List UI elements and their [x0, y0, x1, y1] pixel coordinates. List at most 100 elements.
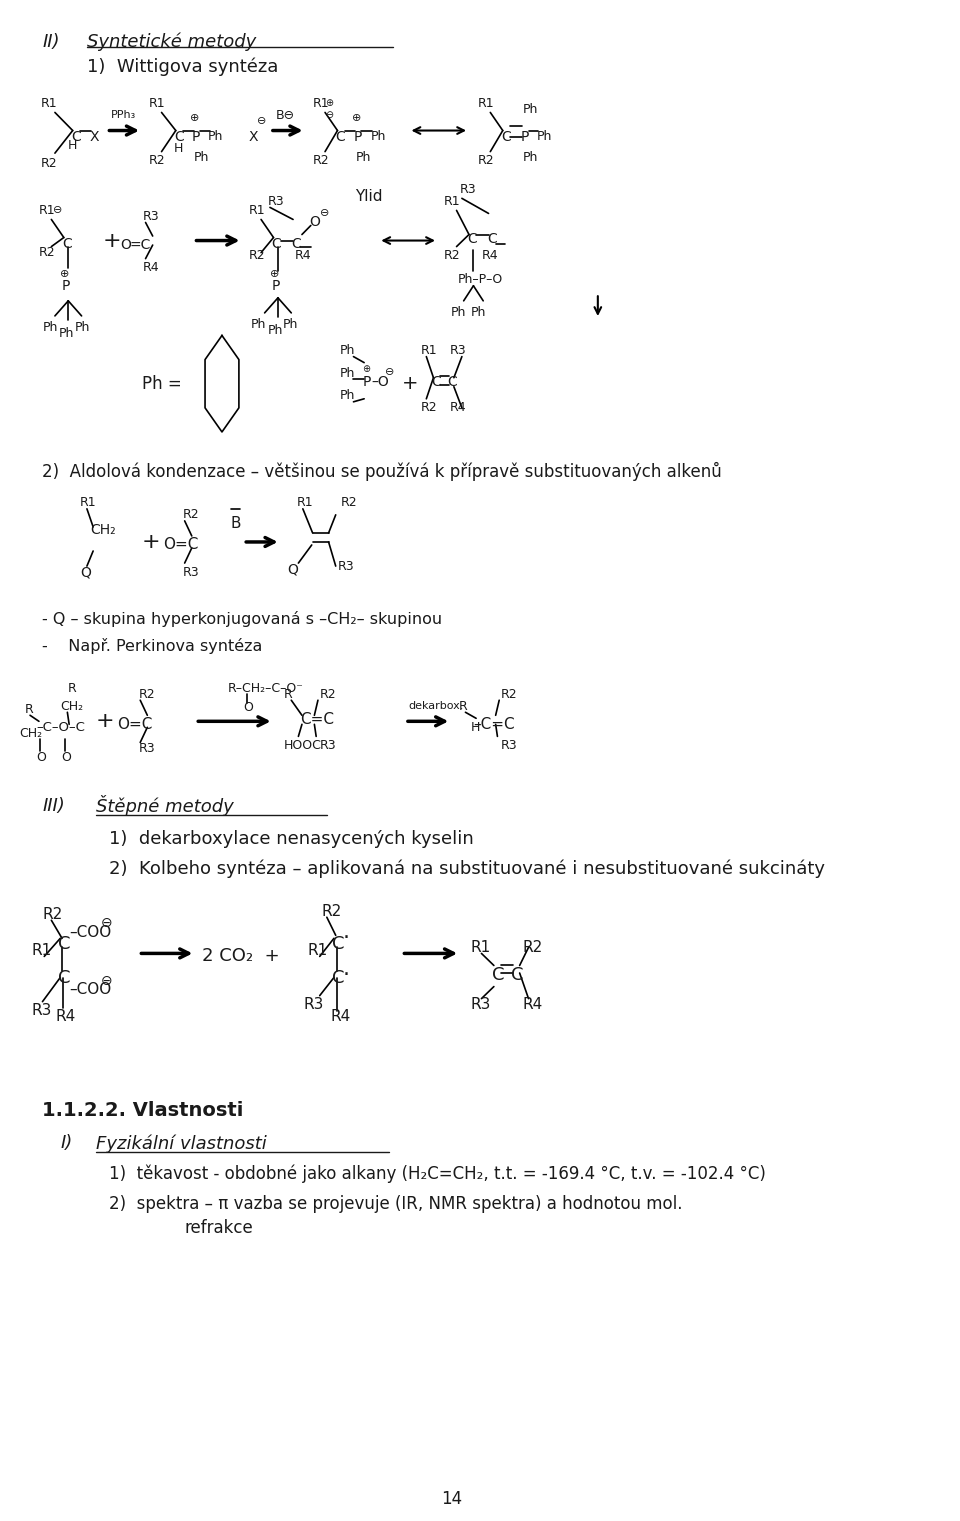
Text: R2: R2	[138, 687, 156, 701]
Text: refrakce: refrakce	[184, 1218, 253, 1237]
Text: ⊖: ⊖	[386, 367, 395, 377]
Text: - Q – skupina hyperkonjugovaná s –CH₂– skupinou: - Q – skupina hyperkonjugovaná s –CH₂– s…	[42, 611, 443, 627]
Text: R1: R1	[39, 204, 56, 218]
Text: R2: R2	[149, 154, 166, 167]
Text: O: O	[36, 751, 46, 764]
Text: +: +	[96, 712, 114, 732]
Text: CH₂: CH₂	[90, 523, 116, 537]
Text: Štěpné metody: Štěpné metody	[96, 795, 233, 817]
Text: R2: R2	[444, 249, 461, 262]
Text: R3: R3	[470, 998, 492, 1011]
Text: ⊖: ⊖	[325, 111, 333, 120]
Text: +: +	[103, 231, 122, 251]
Text: P: P	[362, 376, 371, 389]
Text: Ph: Ph	[522, 151, 538, 164]
Text: R3: R3	[32, 1004, 52, 1018]
Text: ·: ·	[343, 928, 349, 948]
Text: R1: R1	[313, 97, 329, 110]
Text: R4: R4	[449, 402, 466, 414]
Text: R3: R3	[138, 742, 156, 754]
Text: R1: R1	[444, 195, 461, 208]
Text: 1)  těkavost - obdobné jako alkany (H₂C=CH₂, t.t. = -169.4 °C, t.v. = -102.4 °C): 1) těkavost - obdobné jako alkany (H₂C=C…	[109, 1164, 766, 1183]
Text: Ph =: Ph =	[142, 374, 181, 392]
Text: +: +	[401, 374, 418, 394]
Text: B⊖: B⊖	[276, 110, 295, 122]
Text: R1: R1	[249, 204, 265, 218]
Text: 2)  Kolbeho syntéza – aplikovaná na substituované i nesubstituované sukcináty: 2) Kolbeho syntéza – aplikovaná na subst…	[109, 859, 826, 878]
Text: R2: R2	[421, 402, 438, 414]
Text: ⊕: ⊕	[325, 99, 333, 108]
Text: PPh₃: PPh₃	[111, 111, 136, 120]
Text: R3: R3	[460, 183, 477, 196]
Text: Ph: Ph	[207, 131, 223, 143]
Text: R1: R1	[32, 943, 52, 958]
Text: Ph: Ph	[537, 131, 552, 143]
Text: R4: R4	[143, 262, 159, 274]
Text: R4: R4	[295, 249, 311, 262]
Text: C=C: C=C	[300, 712, 334, 727]
Text: R3: R3	[338, 560, 354, 572]
Text: H: H	[174, 141, 183, 155]
Text: O: O	[243, 701, 253, 715]
Text: R1: R1	[80, 496, 96, 510]
Text: R2: R2	[322, 903, 342, 919]
Text: R3: R3	[501, 739, 517, 751]
Text: 14: 14	[441, 1491, 462, 1507]
Text: R3: R3	[449, 344, 466, 357]
Text: C: C	[272, 237, 281, 251]
Text: CH₂: CH₂	[19, 727, 42, 739]
Text: X: X	[249, 129, 258, 143]
Text: –C=C: –C=C	[473, 716, 516, 732]
Text: ⊖: ⊖	[53, 205, 62, 216]
Text: R1: R1	[421, 344, 438, 357]
Text: C: C	[501, 129, 511, 143]
Text: R2: R2	[182, 508, 200, 522]
Text: Ph: Ph	[251, 318, 266, 332]
Text: ⊕: ⊕	[362, 364, 371, 374]
Text: C: C	[432, 376, 442, 389]
Text: P: P	[353, 129, 362, 143]
Text: I): I)	[60, 1135, 73, 1153]
Text: P: P	[520, 129, 529, 143]
Text: C: C	[62, 237, 72, 251]
Text: Q: Q	[288, 563, 299, 576]
Text: =C: =C	[130, 239, 151, 252]
Text: C: C	[511, 966, 523, 984]
Text: –O: –O	[372, 376, 389, 389]
Text: R: R	[458, 700, 468, 713]
Text: Fyzikální vlastnosti: Fyzikální vlastnosti	[96, 1135, 267, 1153]
Text: Ph: Ph	[282, 318, 298, 332]
Text: R2: R2	[40, 157, 58, 170]
Text: R4: R4	[56, 1010, 76, 1024]
Text: C: C	[336, 129, 346, 143]
Text: C: C	[468, 233, 477, 246]
Text: Ylid: Ylid	[355, 189, 383, 204]
Text: B: B	[230, 517, 241, 531]
Text: C: C	[174, 129, 183, 143]
Text: O=C: O=C	[117, 716, 153, 732]
Text: C: C	[59, 969, 71, 987]
Text: R3: R3	[182, 566, 200, 578]
Text: ⊕: ⊕	[351, 114, 361, 123]
Text: R4: R4	[481, 249, 498, 262]
Text: R1: R1	[40, 97, 58, 110]
Text: ⊖: ⊖	[256, 117, 266, 126]
Text: Ph: Ph	[194, 151, 209, 164]
Text: Ph–P–O: Ph–P–O	[457, 274, 503, 286]
Text: ⊕: ⊕	[270, 269, 279, 278]
Text: O: O	[121, 239, 132, 252]
Text: C: C	[332, 969, 345, 987]
Text: R1: R1	[307, 943, 327, 958]
Text: R2: R2	[313, 154, 329, 167]
Text: Ph: Ph	[59, 327, 74, 341]
Text: 2 CO₂  +: 2 CO₂ +	[203, 948, 280, 966]
Text: ⊖: ⊖	[101, 916, 112, 931]
Text: P: P	[272, 278, 280, 292]
Text: R4: R4	[522, 998, 542, 1011]
Text: ·: ·	[343, 964, 349, 984]
Text: Ph: Ph	[42, 321, 58, 335]
Text: R4: R4	[330, 1010, 350, 1024]
Text: R2: R2	[249, 249, 265, 262]
Text: Ph: Ph	[470, 306, 486, 319]
Text: R2: R2	[501, 687, 517, 701]
